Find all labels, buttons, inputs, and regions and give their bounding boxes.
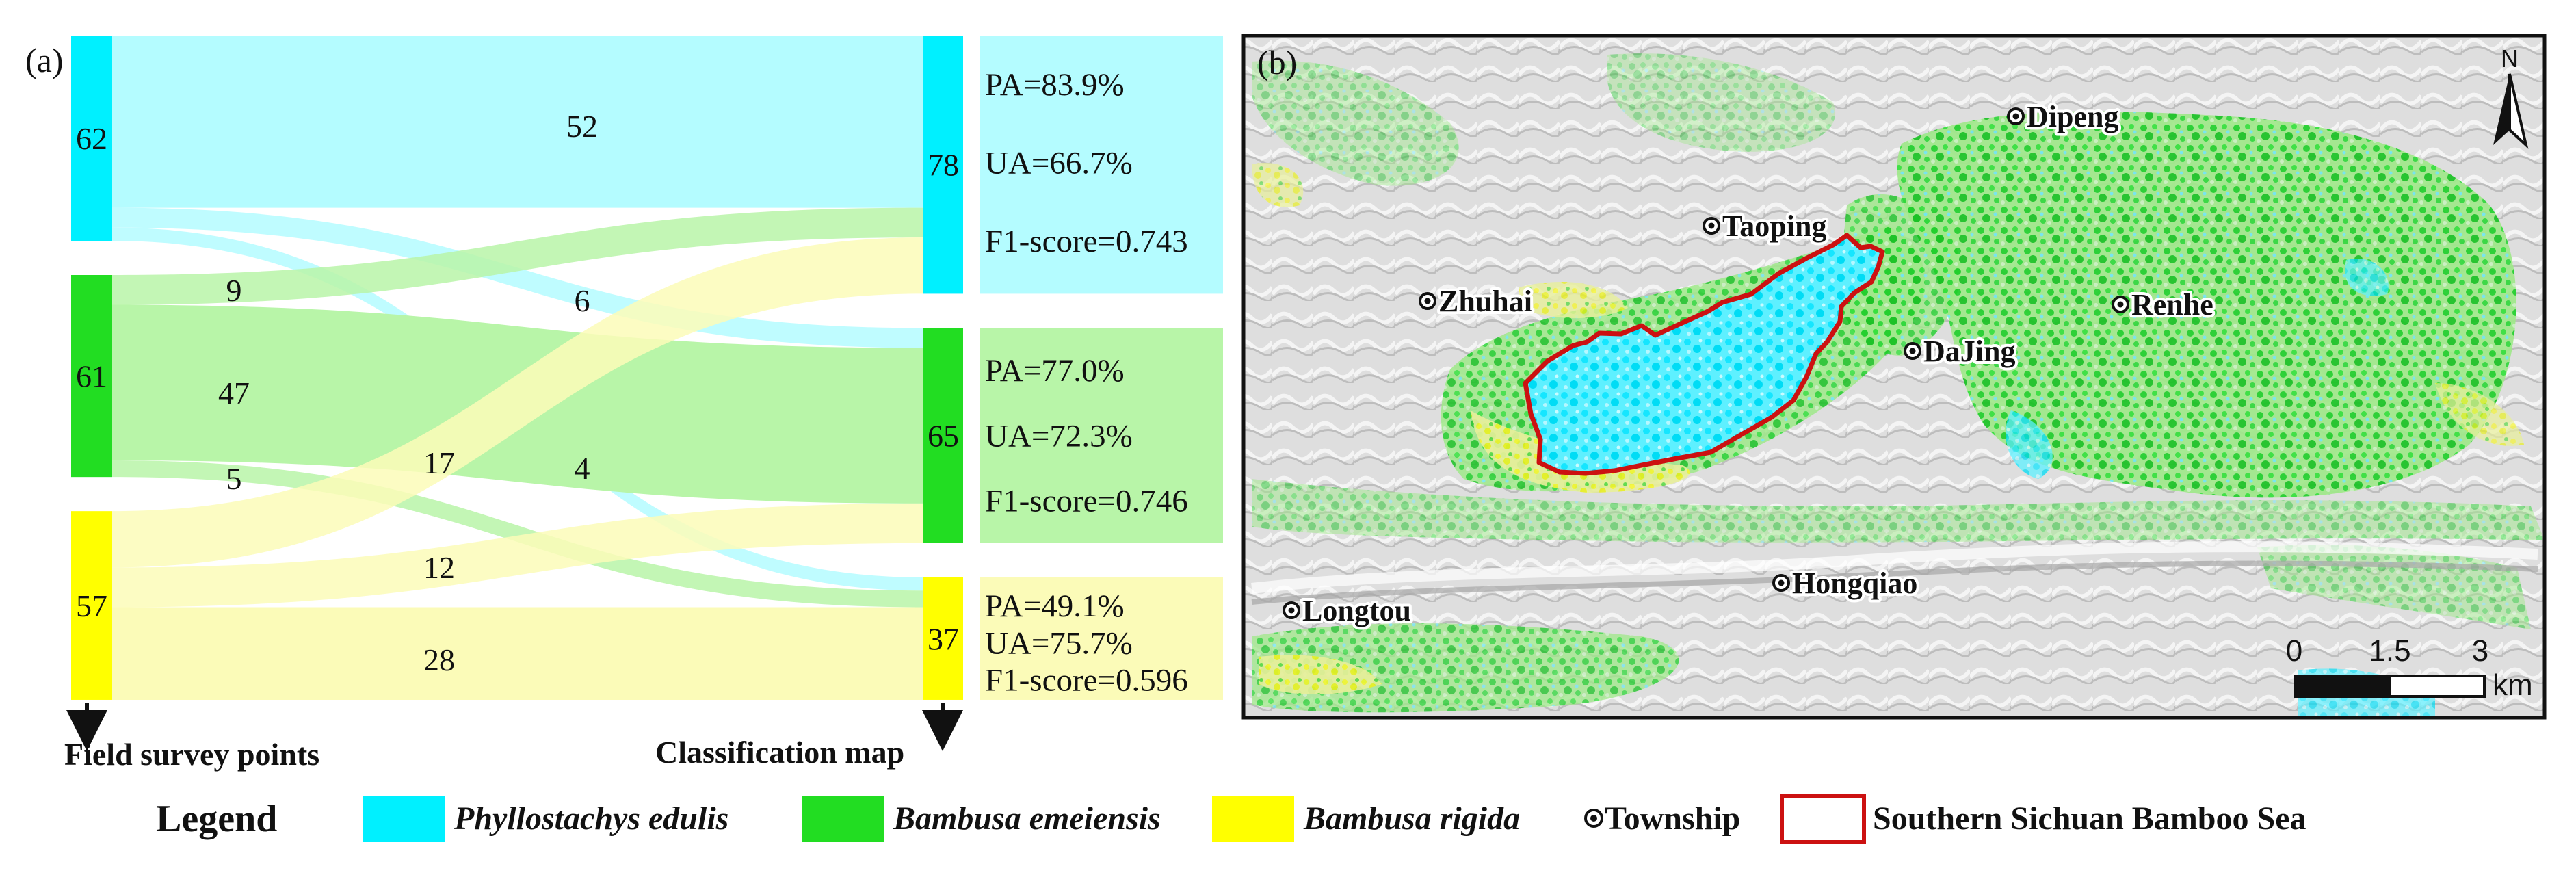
legend-title: Legend xyxy=(156,798,277,840)
legend-label-phyllostachys: Phyllostachys edulis xyxy=(454,800,728,837)
bamboo-sea-boundary xyxy=(1523,233,1885,476)
scale-label-0: 0 xyxy=(2286,634,2302,668)
township-zhuhai: Zhuhai xyxy=(1419,282,1535,321)
flow-rigida-to-emeiensis xyxy=(112,503,923,608)
scale-unit: km xyxy=(2493,668,2533,702)
sankey-flows xyxy=(112,36,923,700)
accuracy-pa-emeiensis: PA=77.0% xyxy=(985,353,1125,389)
legend: Legend Phyllostachys edulis Bambusa emei… xyxy=(156,794,2306,844)
left-node-phyllostachys xyxy=(71,36,112,241)
right-node-label-rigida: 37 xyxy=(928,621,959,656)
accuracy-ua-emeiensis: UA=72.3% xyxy=(985,418,1133,454)
legend-label-rigida: Bambusa rigida xyxy=(1303,800,1520,837)
flow-label-phyllostachys-to-rigida: 4 xyxy=(575,451,590,486)
right-node-phyllostachys xyxy=(923,36,963,294)
map-frame xyxy=(1241,34,2547,720)
left-axis-label: Field survey points xyxy=(64,737,319,772)
accuracy-box-emeiensis xyxy=(980,328,1223,543)
left-node-label-phyllostachys: 62 xyxy=(76,121,107,156)
township-longtou: Longtou xyxy=(1283,591,1414,630)
svg-text:Dipeng: Dipeng xyxy=(2027,100,2118,133)
flow-label-emeiensis-to-rigida: 5 xyxy=(226,461,242,496)
accuracy-box-phyllostachys xyxy=(980,36,1223,294)
left-node-label-emeiensis: 61 xyxy=(76,359,107,394)
township-renhe: Renhe xyxy=(2112,285,2216,324)
flow-emeiensis-to-rigida xyxy=(112,460,923,608)
accuracy-box-rigida xyxy=(980,577,1223,700)
north-arrow: N xyxy=(2493,44,2529,149)
flow-phyllostachys-to-emeiensis xyxy=(112,207,923,348)
panel-b-label: (b) xyxy=(1257,43,1297,81)
right-node-emeiensis xyxy=(923,328,963,543)
left-node-rigida xyxy=(71,511,112,700)
legend-swatch-emeiensis xyxy=(802,796,884,842)
accuracy-ua-rigida: UA=75.7% xyxy=(985,625,1133,661)
flow-emeiensis-to-phyllostachys xyxy=(112,207,923,305)
svg-text:Hongqiao: Hongqiao xyxy=(1792,566,1917,600)
right-node-label-phyllostachys: 78 xyxy=(928,148,959,183)
left-node-emeiensis xyxy=(71,275,112,478)
sankey-flow-labels: 52 6 4 9 47 5 17 12 28 xyxy=(218,109,598,677)
township-dipeng: Dipeng xyxy=(2007,97,2121,136)
flow-label-phyllostachys-to-phyllostachys: 52 xyxy=(566,109,598,144)
flow-label-emeiensis-to-phyllostachys: 9 xyxy=(226,273,242,308)
svg-text:DaJing: DaJing xyxy=(1923,335,2015,368)
svg-text:Renhe: Renhe xyxy=(2131,288,2213,322)
accuracy-f1-rigida: F1-score=0.596 xyxy=(985,663,1188,698)
legend-label-emeiensis: Bambusa emeiensis xyxy=(893,800,1161,837)
svg-text:Taoping: Taoping xyxy=(1722,209,1826,243)
right-node-label-emeiensis: 65 xyxy=(928,419,959,454)
legend-swatch-boundary xyxy=(1780,794,1866,844)
flow-rigida-to-rigida xyxy=(112,607,923,700)
accuracy-ua-phyllostachys: UA=66.7% xyxy=(985,146,1133,181)
legend-swatch-rigida xyxy=(1212,796,1294,842)
flow-label-rigida-to-rigida: 28 xyxy=(423,642,455,677)
scale-bar: 0 1.5 3 km xyxy=(2286,634,2533,702)
accuracy-panels: PA=83.9% UA=66.7% F1-score=0.743 PA=77.0% UA… xyxy=(980,36,1223,700)
left-node-label-rigida: 57 xyxy=(76,588,107,623)
svg-text:Zhuhai: Zhuhai xyxy=(1438,285,1532,318)
right-axis-label: Classification map xyxy=(655,735,904,770)
townships: Dipeng Taoping Zhuhai Renhe DaJing Hongqiao Lo… xyxy=(1283,97,2216,630)
svg-text:Longtou: Longtou xyxy=(1302,594,1411,627)
legend-label-boundary: Southern Sichuan Bamboo Sea xyxy=(1873,800,2306,837)
right-node-rigida xyxy=(923,577,963,700)
township-dajing: DaJing xyxy=(1904,332,2018,371)
accuracy-f1-phyllostachys: F1-score=0.743 xyxy=(985,224,1188,259)
scale-label-2: 3 xyxy=(2472,634,2488,668)
accuracy-f1-emeiensis: F1-score=0.746 xyxy=(985,484,1188,519)
accuracy-pa-rigida: PA=49.1% xyxy=(985,588,1125,624)
township-hongqiao: Hongqiao xyxy=(1772,564,1920,603)
flow-phyllostachys-to-phyllostachys xyxy=(112,36,923,208)
legend-label-township: Township xyxy=(1605,800,1740,837)
north-label: N xyxy=(2501,44,2519,73)
flow-label-rigida-to-phyllostachys: 17 xyxy=(423,445,455,480)
township-taoping: Taoping xyxy=(1703,207,1829,246)
scale-label-1: 1.5 xyxy=(2369,634,2410,668)
flow-label-rigida-to-emeiensis: 12 xyxy=(423,550,455,585)
panel-a-label: (a) xyxy=(25,41,64,79)
flow-rigida-to-phyllostachys xyxy=(112,237,923,568)
accuracy-pa-phyllostachys: PA=83.9% xyxy=(985,67,1125,103)
map-panel: Dipeng Taoping Zhuhai Renhe DaJing Hongqiao Lo… xyxy=(1241,34,2547,720)
flow-label-emeiensis-to-emeiensis: 47 xyxy=(218,376,250,410)
legend-swatch-phyllostachys xyxy=(363,796,445,842)
flow-label-phyllostachys-to-emeiensis: 6 xyxy=(575,283,590,318)
